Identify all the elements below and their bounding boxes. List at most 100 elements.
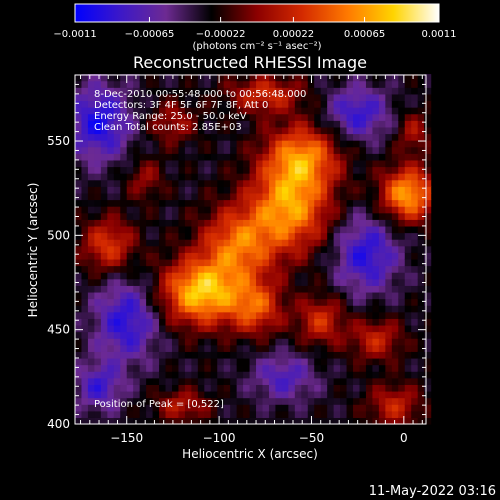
heatmap-cell	[391, 173, 399, 181]
heatmap-cell	[385, 93, 393, 102]
heatmap-cell	[314, 417, 322, 425]
heatmap-cell	[197, 364, 205, 372]
heatmap-cell	[327, 384, 335, 392]
heatmap-cell	[404, 351, 412, 359]
heatmap-cell	[81, 199, 89, 207]
heatmap-cell	[184, 173, 192, 181]
heatmap-cell	[146, 186, 154, 194]
heatmap-cell	[146, 232, 154, 240]
heatmap-cell	[301, 120, 309, 128]
heatmap-cell	[385, 232, 393, 240]
heatmap-cell	[281, 159, 289, 168]
heatmap-cell	[268, 357, 277, 366]
heatmap-cell	[424, 192, 432, 201]
heatmap-cell	[359, 410, 367, 418]
heatmap-cell	[159, 377, 167, 385]
heatmap-cell	[113, 318, 121, 326]
heatmap-cell	[210, 265, 218, 273]
heatmap-cell	[120, 245, 128, 253]
heatmap-cell	[171, 113, 180, 121]
heatmap-cell	[398, 357, 406, 366]
heatmap-cell	[133, 232, 141, 240]
heatmap-cell	[333, 404, 341, 412]
heatmap-cell	[301, 364, 309, 372]
heatmap-cell	[333, 371, 341, 379]
heatmap-cell	[404, 258, 412, 267]
heatmap-cell	[81, 239, 89, 247]
heatmap-cell	[275, 153, 283, 161]
heatmap-cell	[353, 166, 361, 174]
heatmap-cell	[81, 410, 89, 418]
heatmap-cell	[275, 245, 283, 253]
heatmap-cell	[171, 186, 180, 194]
heatmap-cell	[378, 192, 386, 201]
heatmap-cell	[378, 232, 386, 240]
heatmap-cell	[217, 107, 225, 115]
heatmap-cell	[230, 258, 238, 267]
heatmap-cell	[294, 113, 302, 121]
heatmap-cell	[268, 351, 277, 359]
heatmap-cell	[268, 252, 277, 260]
heatmap-cell	[171, 410, 180, 418]
heatmap-cell	[417, 179, 425, 187]
heatmap-cell	[197, 291, 205, 300]
heatmap-cell	[204, 357, 212, 366]
heatmap-cell	[139, 404, 147, 412]
heatmap-cell	[236, 285, 244, 293]
heatmap-cell	[372, 133, 380, 141]
heatmap-cell	[113, 364, 121, 372]
heatmap-cell	[191, 384, 199, 392]
heatmap-cell	[120, 364, 128, 372]
heatmap-cell	[152, 318, 160, 326]
heatmap-cell	[340, 364, 348, 372]
heatmap-cell	[139, 153, 147, 161]
heatmap-cell	[411, 410, 419, 418]
heatmap-cell	[171, 239, 180, 247]
heatmap-cell	[159, 153, 167, 161]
heatmap-cell	[385, 146, 393, 154]
heatmap-cell	[365, 159, 374, 168]
heatmap-cell	[165, 212, 173, 220]
heatmap-cell	[184, 311, 192, 319]
heatmap-cell	[398, 278, 406, 286]
heatmap-cell	[346, 100, 354, 108]
heatmap-cell	[230, 410, 238, 418]
heatmap-cell	[288, 278, 296, 286]
heatmap-cell	[288, 364, 296, 372]
heatmap-cell	[262, 232, 270, 240]
heatmap-cell	[159, 199, 167, 207]
heatmap-cell	[385, 357, 393, 366]
heatmap-cell	[404, 126, 412, 135]
heatmap-cells	[75, 74, 432, 425]
heatmap-cell	[359, 272, 367, 280]
heatmap-cell	[256, 219, 264, 227]
heatmap-cell	[146, 344, 154, 352]
heatmap-cell	[404, 212, 412, 220]
heatmap-cell	[372, 410, 380, 418]
heatmap-cell	[417, 74, 425, 82]
heatmap-cell	[159, 258, 167, 267]
heatmap-cell	[320, 166, 328, 174]
heatmap-cell	[107, 272, 115, 280]
info-line: Clean Total counts: 2.85E+03	[94, 122, 242, 133]
heatmap-cell	[191, 291, 199, 300]
heatmap-cell	[385, 87, 393, 95]
heatmap-cell	[146, 285, 154, 293]
heatmap-cell	[126, 140, 134, 148]
heatmap-cell	[191, 225, 199, 234]
heatmap-cell	[281, 239, 289, 247]
heatmap-cell	[87, 351, 95, 359]
heatmap-cell	[94, 179, 102, 187]
heatmap-cell	[191, 100, 199, 108]
heatmap-cell	[372, 384, 380, 392]
heatmap-cell	[230, 417, 238, 425]
heatmap-cell	[288, 239, 296, 247]
heatmap-cell	[107, 74, 115, 82]
heatmap-cell	[165, 252, 173, 260]
heatmap-cell	[107, 179, 115, 187]
heatmap-cell	[391, 338, 399, 346]
heatmap-cell	[230, 199, 238, 207]
heatmap-cell	[314, 113, 322, 121]
heatmap-cell	[243, 364, 251, 372]
heatmap-cell	[249, 107, 257, 115]
